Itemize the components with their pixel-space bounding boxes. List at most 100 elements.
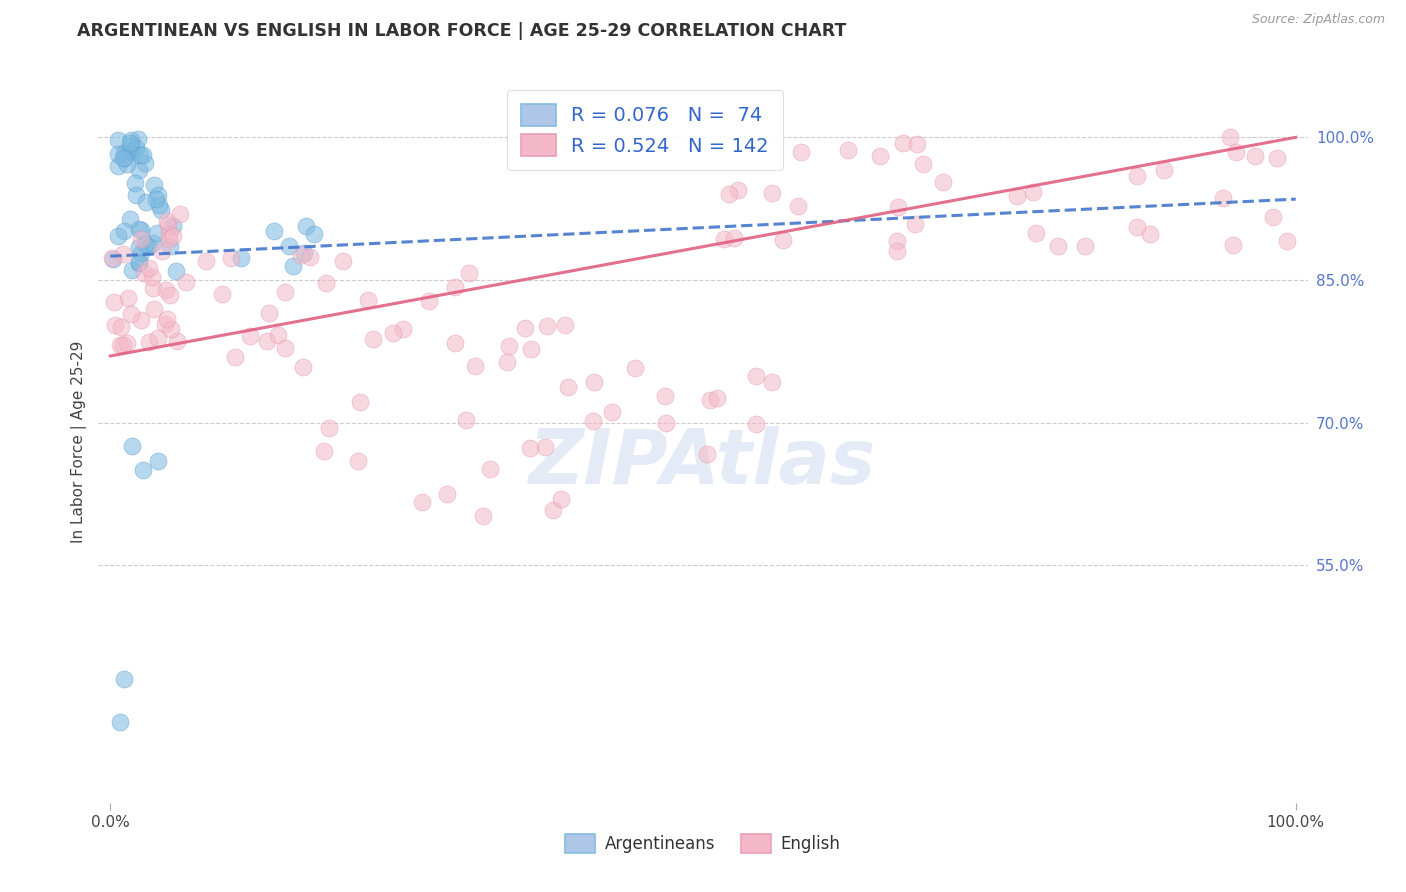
Point: [498, 339, 520, 353]
Point: [117, 291, 139, 305]
Point: [117, 157, 139, 171]
Point: [128, 255, 150, 269]
Point: [761, 375, 783, 389]
Point: [131, 223, 153, 237]
Point: [1025, 226, 1047, 240]
Point: [138, 239, 160, 253]
Point: [153, 317, 176, 331]
Point: [107, 133, 129, 147]
Point: [318, 421, 340, 435]
Point: [444, 336, 467, 351]
Point: [127, 132, 149, 146]
Point: [146, 188, 169, 202]
Point: [160, 321, 183, 335]
Point: [554, 318, 576, 333]
Point: [138, 334, 160, 349]
Point: [142, 281, 165, 295]
Point: [717, 186, 740, 201]
Point: [1222, 238, 1244, 252]
Point: [107, 159, 129, 173]
Point: [905, 137, 928, 152]
Point: [541, 503, 564, 517]
Point: [299, 250, 322, 264]
Point: [513, 320, 536, 334]
Point: [904, 217, 927, 231]
Y-axis label: In Labor Force | Age 25-29: In Labor Force | Age 25-29: [72, 341, 87, 542]
Point: [1225, 145, 1247, 160]
Point: [125, 141, 148, 155]
Point: [219, 251, 242, 265]
Point: [132, 463, 155, 477]
Point: [132, 266, 155, 280]
Point: [120, 138, 142, 153]
Point: [166, 334, 188, 348]
Point: [1126, 219, 1149, 234]
Point: [600, 405, 623, 419]
Point: [727, 183, 749, 197]
Point: [281, 259, 304, 273]
Point: [143, 301, 166, 316]
Point: [141, 269, 163, 284]
Point: [159, 287, 181, 301]
Point: [114, 672, 136, 686]
Point: [148, 197, 170, 211]
Point: [273, 341, 295, 355]
Point: [104, 318, 127, 332]
Point: [886, 244, 908, 258]
Point: [464, 359, 486, 373]
Point: [101, 252, 124, 267]
Point: [1261, 211, 1284, 225]
Point: [120, 133, 142, 147]
Point: [295, 219, 318, 233]
Point: [211, 286, 233, 301]
Point: [131, 313, 153, 327]
Point: [224, 350, 246, 364]
Point: [837, 143, 859, 157]
Point: [786, 199, 808, 213]
Text: Source: ZipAtlas.com: Source: ZipAtlas.com: [1251, 13, 1385, 27]
Point: [128, 222, 150, 236]
Point: [112, 338, 135, 352]
Point: [557, 380, 579, 394]
Point: [118, 211, 141, 226]
Point: [101, 251, 124, 265]
Point: [891, 136, 914, 151]
Point: [478, 461, 501, 475]
Point: [869, 149, 891, 163]
Point: [713, 232, 735, 246]
Point: [156, 312, 179, 326]
Point: [239, 329, 262, 343]
Point: [411, 495, 433, 509]
Point: [392, 322, 415, 336]
Point: [349, 395, 371, 409]
Point: [107, 228, 129, 243]
Point: [112, 224, 135, 238]
Point: [135, 194, 157, 209]
Point: [145, 193, 167, 207]
Point: [457, 266, 479, 280]
Point: [134, 237, 156, 252]
Text: ZIPAtlas: ZIPAtlas: [529, 426, 877, 500]
Point: [745, 417, 768, 431]
Point: [114, 151, 136, 165]
Point: [118, 144, 141, 158]
Point: [108, 714, 131, 729]
Point: [363, 333, 385, 347]
Point: [115, 336, 138, 351]
Point: [132, 147, 155, 161]
Point: [162, 228, 184, 243]
Point: [536, 318, 558, 333]
Point: [654, 417, 676, 431]
Point: [1219, 130, 1241, 145]
Point: [157, 232, 180, 246]
Point: [294, 246, 316, 260]
Point: [157, 219, 180, 233]
Point: [1073, 239, 1095, 253]
Point: [129, 148, 152, 162]
Point: [1125, 169, 1147, 183]
Point: [110, 319, 132, 334]
Point: [1139, 227, 1161, 242]
Point: [495, 355, 517, 369]
Point: [761, 186, 783, 201]
Point: [103, 295, 125, 310]
